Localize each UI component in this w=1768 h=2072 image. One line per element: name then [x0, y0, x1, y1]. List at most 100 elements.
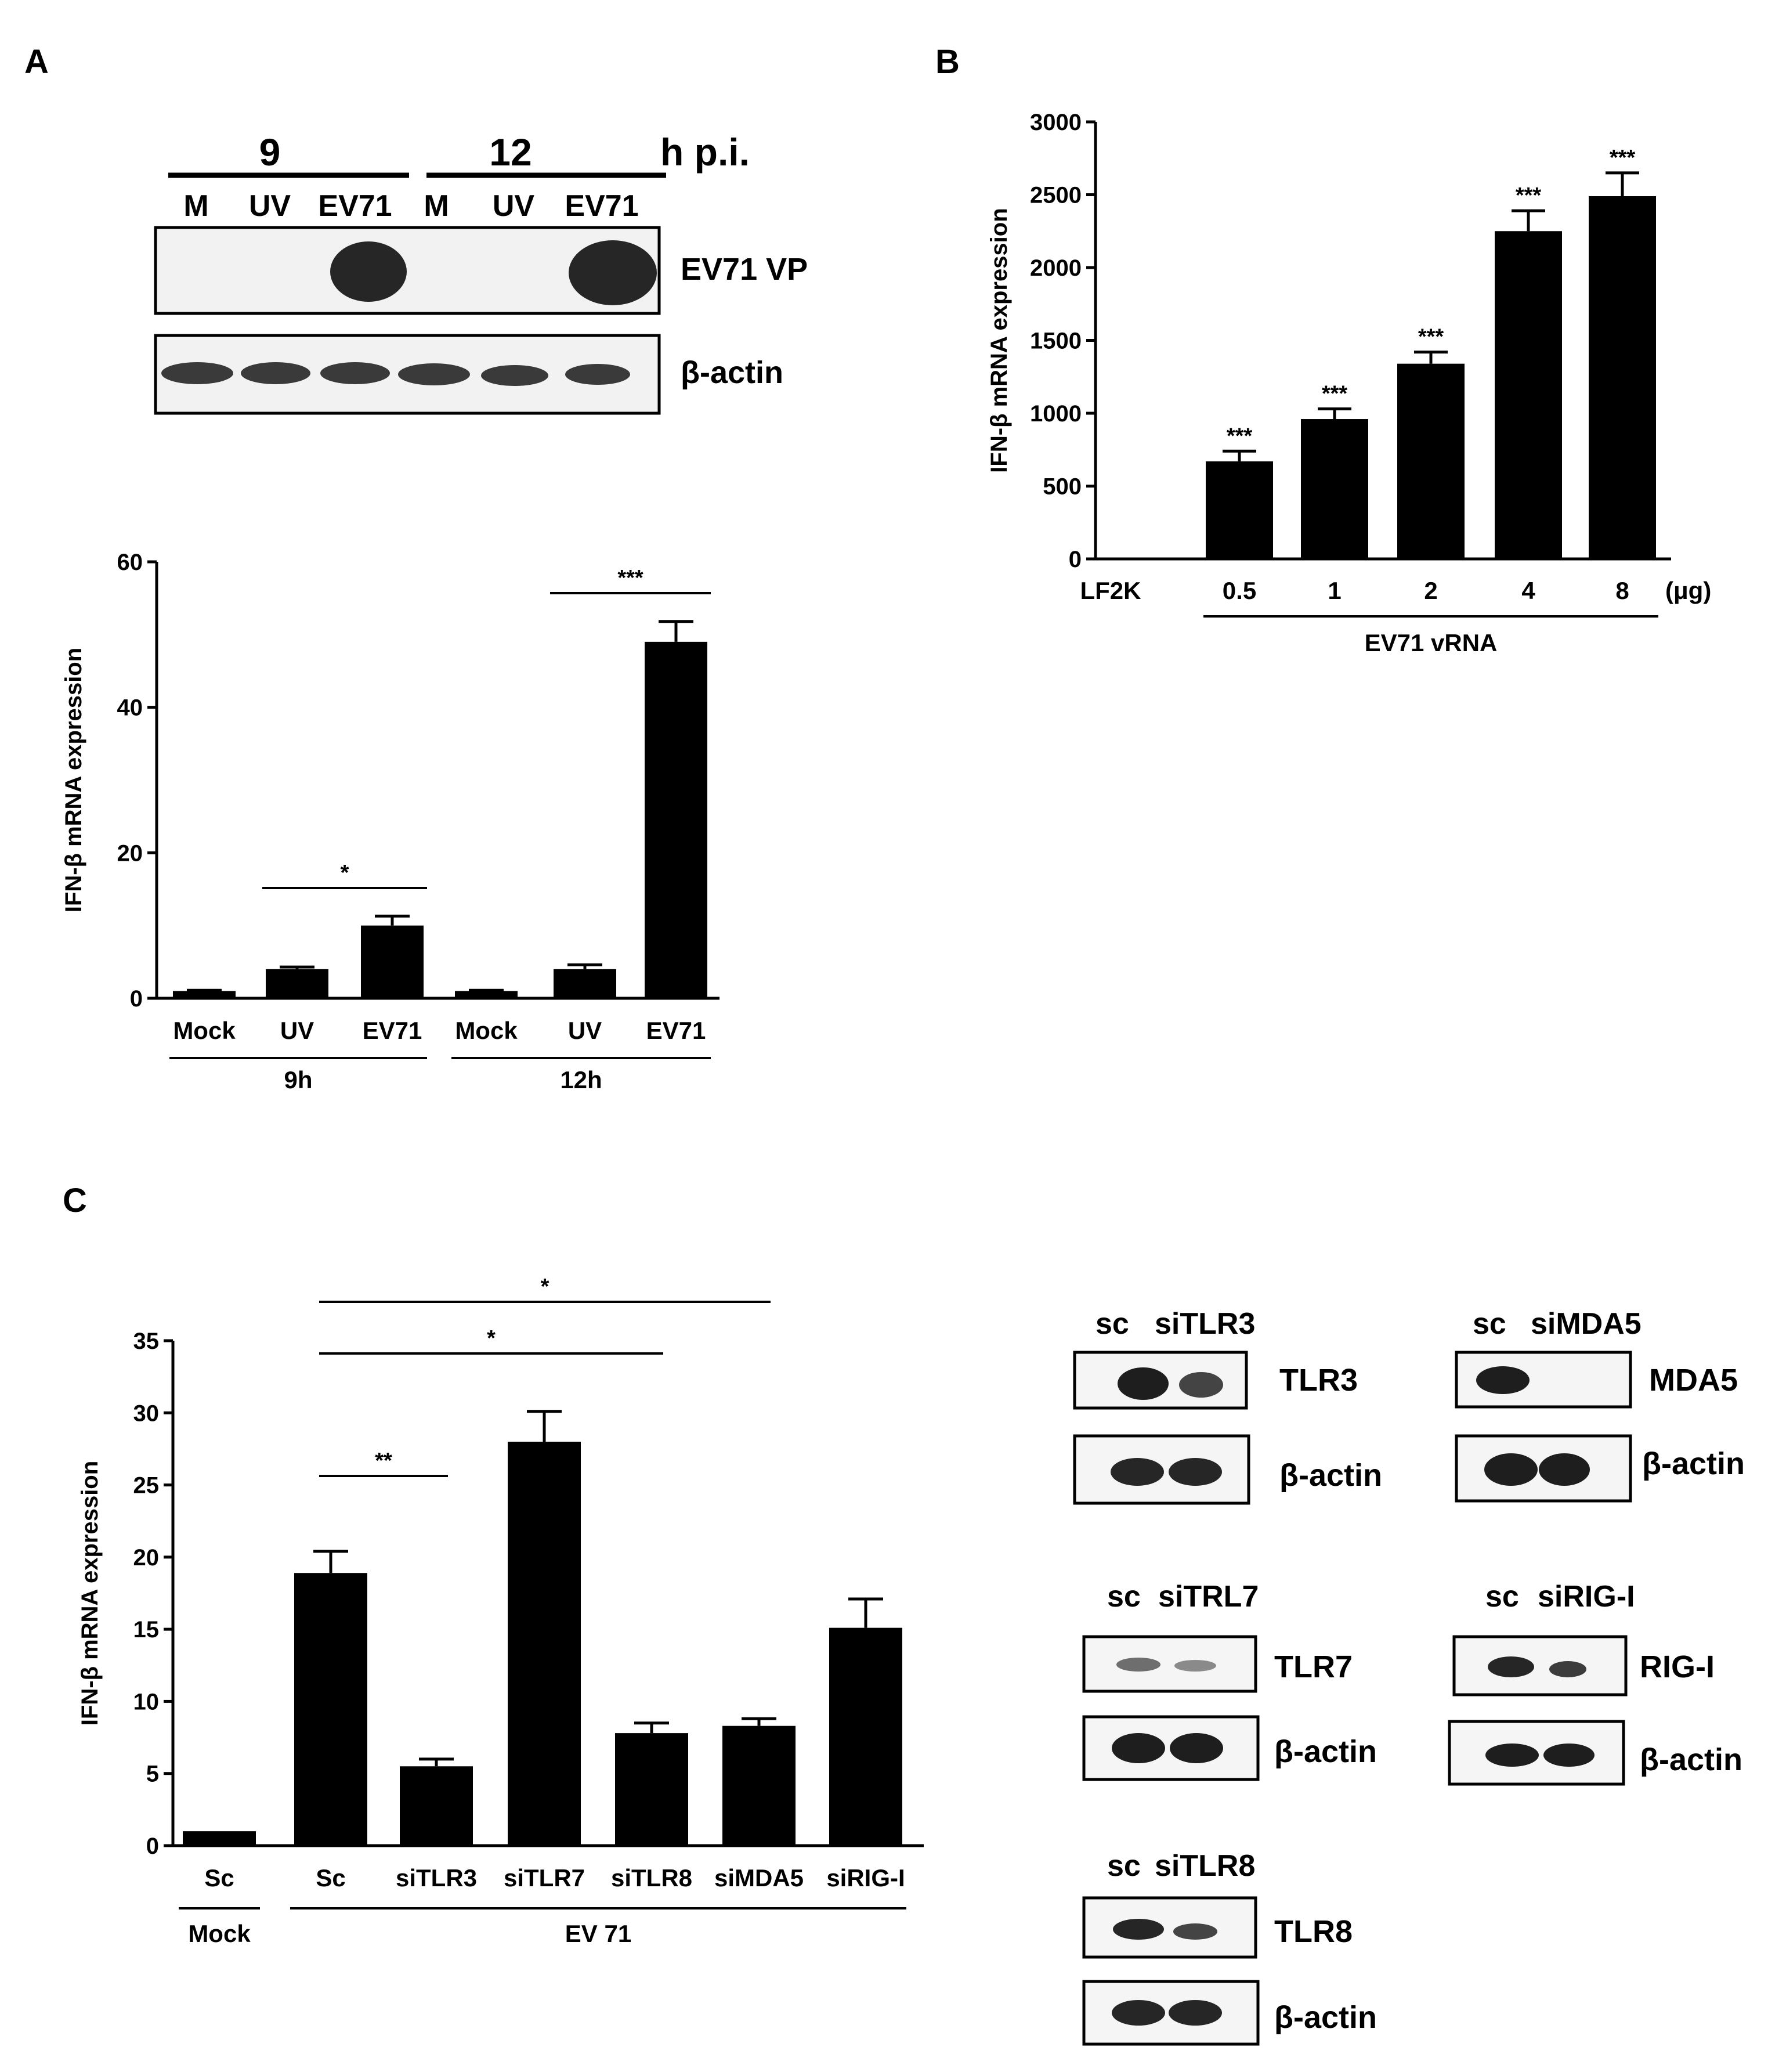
- blot-a-band: [161, 362, 233, 384]
- blot-c-band: [1174, 1660, 1216, 1672]
- blot-c-lane-label: siTLR3: [1155, 1307, 1255, 1341]
- blot-a-band: [569, 240, 657, 305]
- category-label: UV: [280, 1017, 314, 1044]
- blot-c-row-label: β-actin: [1274, 2000, 1377, 2035]
- chart-c: 0 5 10 15 20 25 30 35 IFN-β mRNA expression Sc Sc s…: [77, 1275, 924, 1947]
- y-tick-label: 35: [133, 1329, 160, 1354]
- y-tick-label: 5: [146, 1761, 159, 1787]
- blot-c-row-label: β-actin: [1274, 1734, 1377, 1769]
- blot-c-row-label: TLR8: [1274, 1914, 1353, 1949]
- blot-c-row-label: MDA5: [1649, 1363, 1738, 1398]
- bar: [829, 1627, 902, 1846]
- y-tick-label: 0: [1069, 547, 1082, 572]
- blot-a-row-label-ev71vp: EV71 VP: [681, 252, 808, 287]
- bar: [1495, 231, 1562, 559]
- bar: [1301, 419, 1368, 559]
- category-label: Mock: [455, 1017, 518, 1044]
- blot-a-lane-label: M: [424, 189, 449, 223]
- y-axis-title: IFN-β mRNA expression: [77, 1461, 103, 1726]
- blot-a-band: [565, 364, 630, 385]
- blot-c-lane-label: siRIG-I: [1538, 1580, 1635, 1613]
- bar: [722, 1726, 796, 1846]
- y-tick-label: 60: [117, 550, 143, 575]
- group-label: Mock: [188, 1920, 251, 1947]
- group-label: 9h: [284, 1066, 312, 1093]
- blot-c-membrane: [1452, 1635, 1628, 1696]
- blot-a-band: [320, 362, 390, 384]
- blot-c-membrane: [1082, 1635, 1257, 1693]
- blot-c-tlr7: sc siTRL7 TLR7 β-actin: [1082, 1580, 1377, 1781]
- group-label: EV 71: [565, 1920, 631, 1947]
- significance-label: ***: [1227, 424, 1253, 448]
- significance-label: ***: [1610, 146, 1636, 170]
- bar: [294, 1573, 367, 1846]
- blot-c-band: [1173, 1923, 1217, 1940]
- category-label: UV: [568, 1017, 602, 1044]
- blot-c-row-label: RIG-I: [1640, 1649, 1715, 1684]
- category-label: Mock: [173, 1017, 236, 1044]
- category-label: siTLR8: [611, 1864, 692, 1891]
- category-label: 1: [1328, 577, 1341, 604]
- bar: [615, 1733, 688, 1846]
- y-tick-label: 500: [1043, 474, 1082, 500]
- group-label: EV71 vRNA: [1365, 629, 1498, 656]
- blot-a-timepoint-9: 9: [259, 131, 281, 174]
- blot-c-lane-label: siTRL7: [1158, 1580, 1259, 1613]
- significance-label: ***: [1516, 183, 1542, 208]
- bar: [554, 969, 616, 998]
- category-label: siTLR3: [396, 1864, 477, 1891]
- blot-c-mda5: sc siMDA5 MDA5 β-actin: [1455, 1307, 1745, 1503]
- y-axis-title: IFN-β mRNA expression: [986, 208, 1012, 472]
- category-label: 8: [1615, 577, 1629, 604]
- y-tick-label: 25: [133, 1473, 160, 1499]
- blot-c-band: [1484, 1453, 1538, 1486]
- y-tick-label: 0: [130, 986, 143, 1012]
- blot-c-row-label: β-actin: [1279, 1458, 1382, 1493]
- category-label: 0.5: [1223, 577, 1256, 604]
- significance-label: *: [487, 1326, 496, 1351]
- significance-label: **: [375, 1449, 392, 1473]
- panel-a-blot: 9 12 h p.i. M UV EV71 M UV EV71 EV71 VP …: [154, 131, 808, 415]
- blot-c-band: [1113, 1919, 1164, 1940]
- category-label: 4: [1521, 577, 1535, 604]
- category-label: Sc: [204, 1864, 234, 1891]
- blot-a-row-label-actin: β-actin: [681, 355, 783, 390]
- blot-a-band: [398, 363, 470, 385]
- y-tick-label: 20: [133, 1545, 160, 1571]
- bar: [173, 991, 236, 998]
- blot-c-tlr3: sc siTLR3 TLR3 β-actin: [1073, 1307, 1382, 1505]
- x-unit-label: (μg): [1665, 577, 1711, 604]
- blot-c-band: [1485, 1743, 1539, 1767]
- blot-c-band: [1543, 1743, 1595, 1767]
- chart-a: 0 20 40 60 IFN-β mRNA expression Mock UV EV71 Mo…: [61, 550, 720, 1093]
- blot-c-band: [1118, 1367, 1169, 1400]
- y-tick-label: 2500: [1030, 183, 1082, 208]
- bar: [400, 1766, 473, 1846]
- blot-c-lane-label: sc: [1107, 1849, 1141, 1883]
- panel-c-letter: C: [63, 1182, 87, 1219]
- category-label: EV71: [646, 1017, 706, 1044]
- significance-label: *: [341, 861, 349, 885]
- y-tick-label: 0: [146, 1833, 159, 1859]
- bar: [455, 991, 518, 998]
- blot-c-rigi: sc siRIG-I RIG-I β-actin: [1448, 1580, 1742, 1786]
- blot-c-lane-label: sc: [1095, 1307, 1129, 1341]
- blot-c-lane-label: siMDA5: [1531, 1307, 1642, 1341]
- blot-c-membrane: [1082, 1896, 1257, 1959]
- bar: [1397, 363, 1465, 559]
- y-tick-label: 40: [117, 695, 143, 721]
- blot-c-row-label: β-actin: [1642, 1446, 1745, 1481]
- blot-a-timepoint-12: 12: [489, 131, 532, 174]
- y-axis-title: IFN-β mRNA expression: [61, 648, 86, 912]
- blot-c-band: [1179, 1372, 1223, 1398]
- group-label: 12h: [560, 1066, 602, 1093]
- blot-c-band: [1112, 2000, 1165, 2026]
- category-label: siTLR7: [504, 1864, 585, 1891]
- blot-c-tlr8: sc siTLR8 TLR8 β-actin: [1082, 1849, 1377, 2046]
- y-tick-label: 15: [133, 1617, 160, 1643]
- category-label: 2: [1424, 577, 1437, 604]
- blot-c-band: [1169, 2000, 1222, 2026]
- category-label: EV71: [363, 1017, 422, 1044]
- blot-c-lane-label: sc: [1485, 1580, 1519, 1613]
